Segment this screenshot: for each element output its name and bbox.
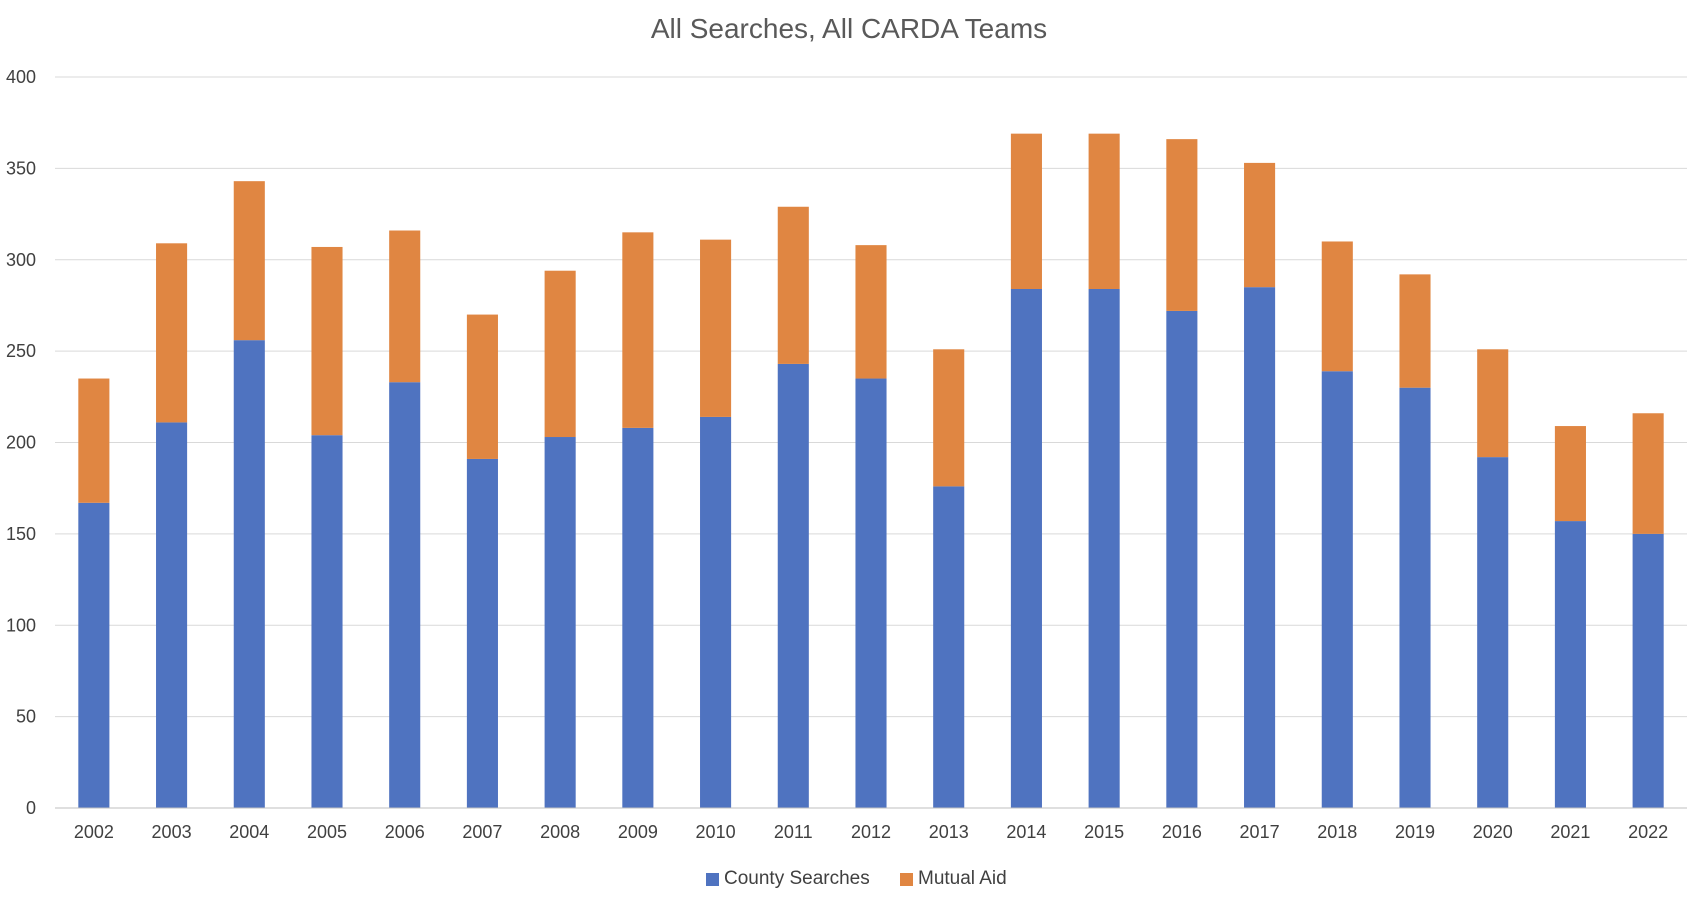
x-tick-label: 2003 — [152, 822, 192, 842]
x-tick-label: 2022 — [1628, 822, 1668, 842]
legend-label: County Searches — [724, 868, 870, 889]
bar-mutual-aid-2021 — [1554, 426, 1586, 522]
bar-mutual-aid-2015 — [1088, 133, 1120, 289]
bar-mutual-aid-2004 — [233, 181, 265, 341]
x-tick-label: 2016 — [1162, 822, 1202, 842]
y-axis: 0 50 100 150 200 250 300 350 400 — [6, 67, 36, 818]
bar-county-searches-2017 — [1244, 287, 1276, 809]
x-tick-label: 2015 — [1084, 822, 1124, 842]
x-tick-label: 2013 — [929, 822, 969, 842]
x-tick-label: 2005 — [307, 822, 347, 842]
bar-county-searches-2004 — [233, 340, 265, 808]
y-tick-label: 400 — [6, 67, 36, 87]
x-tick-label: 2007 — [462, 822, 502, 842]
bar-mutual-aid-2014 — [1010, 133, 1042, 289]
bar-county-searches-2011 — [777, 363, 809, 808]
bar-mutual-aid-2003 — [156, 243, 188, 423]
x-tick-label: 2006 — [385, 822, 425, 842]
bar-county-searches-2021 — [1554, 521, 1586, 808]
bar-mutual-aid-2017 — [1244, 162, 1276, 288]
bar-mutual-aid-2011 — [777, 206, 809, 364]
legend-swatch — [706, 873, 719, 886]
bar-mutual-aid-2002 — [78, 378, 110, 503]
bar-county-searches-2010 — [700, 416, 732, 808]
bar-county-searches-2018 — [1321, 371, 1353, 808]
bar-county-searches-2009 — [622, 427, 654, 808]
y-tick-label: 300 — [6, 250, 36, 270]
x-tick-label: 2018 — [1317, 822, 1357, 842]
bar-county-searches-2015 — [1088, 288, 1120, 808]
x-tick-label: 2020 — [1473, 822, 1513, 842]
bar-county-searches-2020 — [1477, 457, 1509, 808]
bar-county-searches-2003 — [156, 422, 188, 808]
y-tick-label: 100 — [6, 615, 36, 635]
x-tick-label: 2017 — [1240, 822, 1280, 842]
y-tick-label: 350 — [6, 158, 36, 178]
x-tick-label: 2004 — [229, 822, 269, 842]
x-axis: 2002 2003 2004 2005 2006 2007 2008 2009 2010 2011… — [55, 807, 1687, 842]
x-tick-label: 2021 — [1550, 822, 1590, 842]
bars — [78, 133, 1664, 809]
bar-mutual-aid-2018 — [1321, 241, 1353, 372]
bar-mutual-aid-2020 — [1477, 349, 1509, 458]
bar-county-searches-2013 — [933, 486, 965, 808]
y-tick-label: 250 — [6, 341, 36, 361]
x-tick-label: 2002 — [74, 822, 114, 842]
x-tick-label: 2011 — [774, 822, 813, 842]
bar-county-searches-2016 — [1166, 310, 1198, 808]
bar-mutual-aid-2008 — [544, 270, 576, 438]
bar-mutual-aid-2019 — [1399, 274, 1431, 388]
y-tick-label: 150 — [6, 524, 36, 544]
legend-swatch — [900, 873, 913, 886]
x-tick-label: 2014 — [1006, 822, 1046, 842]
bar-mutual-aid-2016 — [1166, 139, 1198, 311]
x-tick-label: 2008 — [540, 822, 580, 842]
bar-mutual-aid-2007 — [466, 314, 498, 459]
y-tick-label: 50 — [16, 707, 36, 727]
bar-mutual-aid-2009 — [622, 232, 654, 428]
bar-mutual-aid-2005 — [311, 246, 343, 436]
bar-county-searches-2006 — [389, 382, 421, 808]
x-tick-label: 2010 — [696, 822, 736, 842]
x-tick-label: 2009 — [618, 822, 658, 842]
chart-title: All Searches, All CARDA Teams — [651, 13, 1047, 44]
x-tick-label: 2019 — [1395, 822, 1435, 842]
bar-county-searches-2022 — [1632, 533, 1664, 808]
bar-mutual-aid-2012 — [855, 245, 887, 379]
bar-county-searches-2012 — [855, 378, 887, 808]
x-tick-label: 2012 — [851, 822, 891, 842]
bar-mutual-aid-2010 — [700, 239, 732, 417]
y-tick-label: 0 — [26, 798, 36, 818]
bar-county-searches-2019 — [1399, 387, 1431, 808]
bar-mutual-aid-2006 — [389, 230, 421, 383]
bar-mutual-aid-2022 — [1632, 413, 1664, 534]
legend-label: Mutual Aid — [918, 868, 1007, 889]
y-tick-label: 200 — [6, 433, 36, 453]
bar-county-searches-2008 — [544, 437, 576, 808]
bar-county-searches-2007 — [466, 458, 498, 808]
bar-mutual-aid-2013 — [933, 349, 965, 487]
legend: County Searches Mutual Aid — [706, 868, 1007, 889]
bar-county-searches-2014 — [1010, 288, 1042, 808]
bar-county-searches-2002 — [78, 502, 110, 808]
bar-county-searches-2005 — [311, 435, 343, 808]
